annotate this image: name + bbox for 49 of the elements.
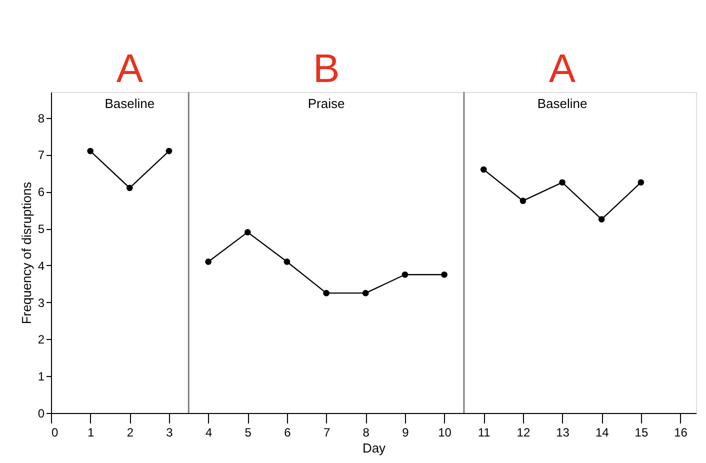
y-tick-label: 2: [38, 332, 45, 347]
point: [126, 184, 133, 192]
x-tick-label: 1: [87, 426, 94, 440]
x-tick-label: 4: [205, 426, 212, 440]
point: [441, 271, 448, 278]
point: [205, 258, 212, 265]
x-tick-label: 8: [362, 426, 370, 440]
x-tick-label: 16: [674, 426, 688, 440]
point: [480, 166, 487, 173]
x-tick-label: 13: [556, 426, 570, 440]
point: [559, 179, 566, 186]
text: B: [312, 47, 340, 91]
point: [284, 258, 290, 265]
y-axis-title: Frequency of disruptions: [18, 181, 34, 324]
point: [244, 229, 251, 236]
y-tick-label: 0: [38, 406, 45, 420]
annotation: Praise: [308, 96, 345, 111]
point: [520, 198, 526, 204]
x-axis-title: Day: [362, 440, 386, 456]
y-tick-label: 8: [38, 111, 45, 126]
y-tick-label: 1: [38, 370, 45, 384]
point: [87, 148, 94, 154]
text: A: [548, 47, 576, 91]
x-tick-label: 7: [323, 426, 330, 440]
x-tick-label: 10: [438, 426, 452, 440]
y-tick-label: 6: [38, 185, 45, 200]
annotation: Baseline: [537, 96, 588, 111]
text: A: [116, 47, 144, 91]
y-tick-label: 7: [38, 148, 45, 162]
x-tick-label: 15: [634, 426, 648, 440]
x-tick-label: 5: [244, 426, 252, 440]
x-tick-label: 9: [402, 426, 410, 440]
y-tick-label: 4: [38, 258, 45, 273]
point: [323, 290, 330, 296]
y-tick-label: 5: [38, 222, 45, 236]
point: [362, 290, 369, 296]
point: [166, 148, 172, 154]
x-tick-label: 14: [595, 426, 610, 440]
point: [598, 216, 605, 222]
x-tick-label: 6: [284, 426, 292, 440]
x-tick-label: 11: [478, 426, 491, 440]
x-tick-label: 2: [126, 426, 134, 440]
x-tick-label: 12: [516, 426, 530, 440]
x-tick-label: 3: [166, 426, 174, 440]
annotation: Baseline: [104, 96, 155, 111]
x-tick-label: 0: [52, 426, 58, 440]
point: [638, 179, 644, 186]
point: [402, 271, 408, 278]
y-tick-label: 3: [38, 296, 45, 310]
